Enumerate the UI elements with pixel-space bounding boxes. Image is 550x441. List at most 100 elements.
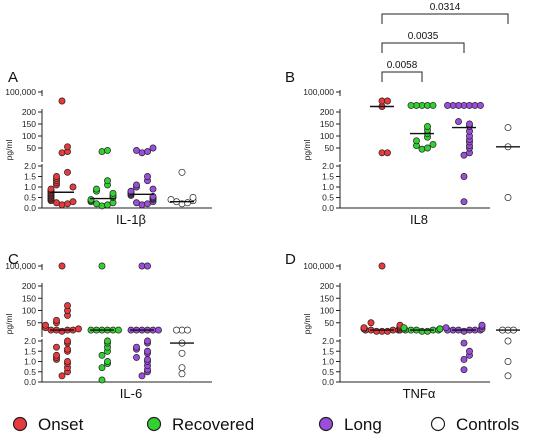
y-tick-label: 0.5 — [322, 367, 334, 377]
data-point — [149, 144, 157, 152]
data-point — [466, 347, 473, 355]
series-controls — [496, 326, 520, 380]
y-tick-label: 50 — [325, 143, 335, 153]
series-long — [127, 262, 162, 380]
legend-item-recovered: Recovered — [146, 415, 254, 434]
data-point — [407, 101, 415, 109]
y-tick-label: 0.0 — [322, 377, 334, 387]
series-onset — [47, 97, 77, 209]
data-point — [109, 189, 117, 197]
x-axis-label: TNFα — [403, 386, 436, 401]
y-tick-label: 200 — [320, 107, 334, 117]
y-tick-label: 150 — [320, 293, 334, 303]
legend-label: Long — [344, 415, 382, 434]
series-onset — [370, 97, 394, 157]
y-tick-label: 50 — [27, 143, 37, 153]
y-tick-label: 1.5 — [322, 346, 334, 356]
data-point — [104, 177, 111, 185]
data-point — [98, 262, 106, 270]
y-tick-label: 1.0 — [24, 182, 36, 192]
data-point — [477, 101, 484, 109]
legend: Onset Recovered Long Controls — [12, 415, 519, 434]
y-tick-label: 100,000 — [5, 87, 36, 97]
series-onset — [42, 262, 82, 380]
y-tick-label: 200 — [22, 107, 36, 117]
data-point — [178, 370, 186, 378]
data-point — [460, 356, 468, 363]
data-point — [58, 372, 66, 380]
data-point — [53, 316, 60, 324]
y-tick-label: 100 — [22, 131, 36, 141]
series-long — [127, 144, 157, 209]
data-point — [53, 173, 60, 180]
data-point — [42, 321, 49, 329]
p-value-label: 0.0058 — [387, 60, 418, 71]
data-point — [429, 140, 437, 148]
y-tick-label: 1.0 — [24, 357, 36, 367]
data-point — [436, 325, 444, 333]
series-recovered — [87, 262, 122, 384]
y-tick-label: 0.0 — [322, 203, 334, 213]
data-point — [64, 345, 71, 353]
significance-bracket: 0.0314 — [381, 2, 509, 24]
data-point — [64, 358, 71, 365]
data-point — [104, 337, 111, 345]
bracket-line — [381, 71, 423, 82]
panel-b: B 100,000 50 100 150 200 0.00.51.01.52.0 pg/ml I… — [285, 2, 520, 227]
data-point — [504, 358, 512, 365]
data-point — [64, 143, 71, 151]
y-tick-label: 1.0 — [322, 182, 334, 192]
data-point — [413, 137, 420, 145]
data-point — [133, 146, 140, 154]
legend-marker — [12, 416, 28, 432]
data-point — [367, 319, 375, 327]
data-point — [424, 144, 431, 152]
panel-label: C — [8, 251, 19, 268]
data-point — [127, 187, 135, 195]
data-point — [460, 198, 468, 206]
y-tick-label: 2.0 — [24, 336, 36, 346]
y-tick-label: 1.5 — [24, 172, 36, 182]
data-point — [149, 185, 157, 193]
data-point — [460, 327, 468, 335]
data-point — [144, 173, 151, 180]
legend-item-onset: Onset — [12, 415, 84, 434]
data-point — [98, 376, 106, 384]
data-point — [178, 364, 186, 372]
x-axis-label: IL8 — [410, 212, 428, 227]
x-axis-label: IL-1β — [116, 212, 146, 227]
y-tick-label: 2.0 — [24, 161, 36, 171]
y-tick-label: 0.0 — [24, 203, 36, 213]
y-tick-label: 200 — [320, 281, 334, 291]
series-recovered — [87, 146, 117, 210]
data-point — [98, 148, 106, 156]
data-point — [104, 146, 111, 154]
y-axis-label: pg/ml — [4, 314, 14, 335]
data-point — [418, 145, 426, 153]
data-point — [104, 358, 111, 365]
legend-marker — [430, 416, 446, 432]
data-point — [504, 194, 512, 201]
data-point — [460, 366, 468, 374]
data-point — [424, 122, 431, 130]
data-point — [64, 302, 71, 310]
data-point — [384, 97, 391, 105]
data-point — [478, 321, 486, 329]
series-controls — [167, 168, 197, 208]
legend-label: Controls — [456, 415, 519, 434]
data-point — [155, 326, 162, 334]
y-tick-label: 100,000 — [303, 87, 334, 97]
data-point — [429, 101, 437, 109]
data-point — [64, 168, 71, 176]
p-value-label: 0.0314 — [430, 2, 461, 13]
data-point — [144, 337, 151, 345]
data-point — [455, 118, 462, 126]
data-point — [144, 262, 151, 270]
data-point — [384, 149, 391, 157]
data-point — [53, 343, 60, 351]
data-point — [58, 327, 66, 335]
panel-label: B — [285, 69, 295, 86]
y-tick-label: 2.0 — [322, 161, 334, 171]
data-point — [93, 185, 100, 193]
